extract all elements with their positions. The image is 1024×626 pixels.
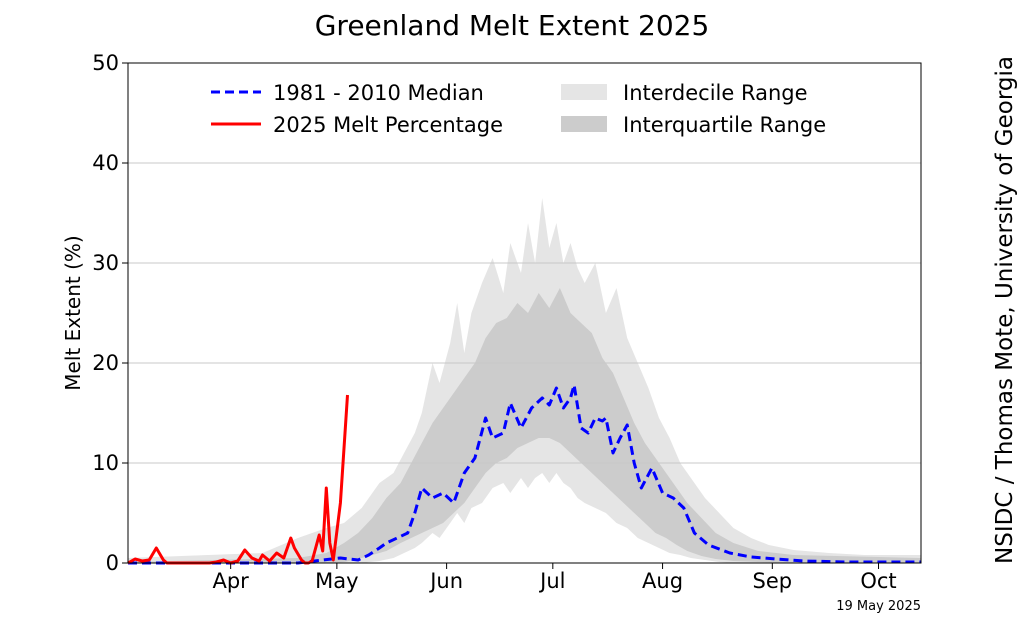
y-tick-label: 0 <box>106 551 119 575</box>
legend-interquartile-swatch <box>561 116 607 132</box>
date-stamp: 19 May 2025 <box>836 599 921 614</box>
legend-interdecile-swatch <box>561 84 607 100</box>
x-tick-label: Apr <box>212 569 249 593</box>
y-tick-label: 50 <box>92 51 119 75</box>
y-tick-label: 10 <box>92 451 119 475</box>
x-tick-label: Oct <box>860 569 896 593</box>
plot-area: 0 10 20 30 40 50 Apr May Jun Jul Aug Sep Oct 1981 - 2… <box>92 51 922 593</box>
axes-frame <box>127 62 922 564</box>
x-tick-label: Aug <box>642 569 683 593</box>
x-tick-label: Jul <box>538 569 565 593</box>
y-axis-label: Melt Extent (%) <box>61 235 85 390</box>
y-tick-label: 30 <box>92 251 119 275</box>
x-tick-label: Sep <box>753 569 793 593</box>
y-tick-label: 20 <box>92 351 119 375</box>
x-tick-label: May <box>315 569 358 593</box>
chart-title: Greenland Melt Extent 2025 <box>315 9 710 42</box>
legend: 1981 - 2010 Median 2025 Melt Percentage In… <box>211 81 826 137</box>
interquartile-band <box>128 288 921 563</box>
x-tick-label: Jun <box>428 569 463 593</box>
credit-text: NSIDC / Thomas Mote, University of Georg… <box>992 56 1018 564</box>
legend-label-interquartile: Interquartile Range <box>623 113 826 137</box>
legend-label-interdecile: Interdecile Range <box>623 81 808 105</box>
median-series-line <box>128 383 921 565</box>
y-tick-label: 40 <box>92 151 119 175</box>
current-year-series-line <box>127 394 349 565</box>
legend-label-current: 2025 Melt Percentage <box>273 113 503 137</box>
legend-label-median: 1981 - 2010 Median <box>273 81 484 105</box>
